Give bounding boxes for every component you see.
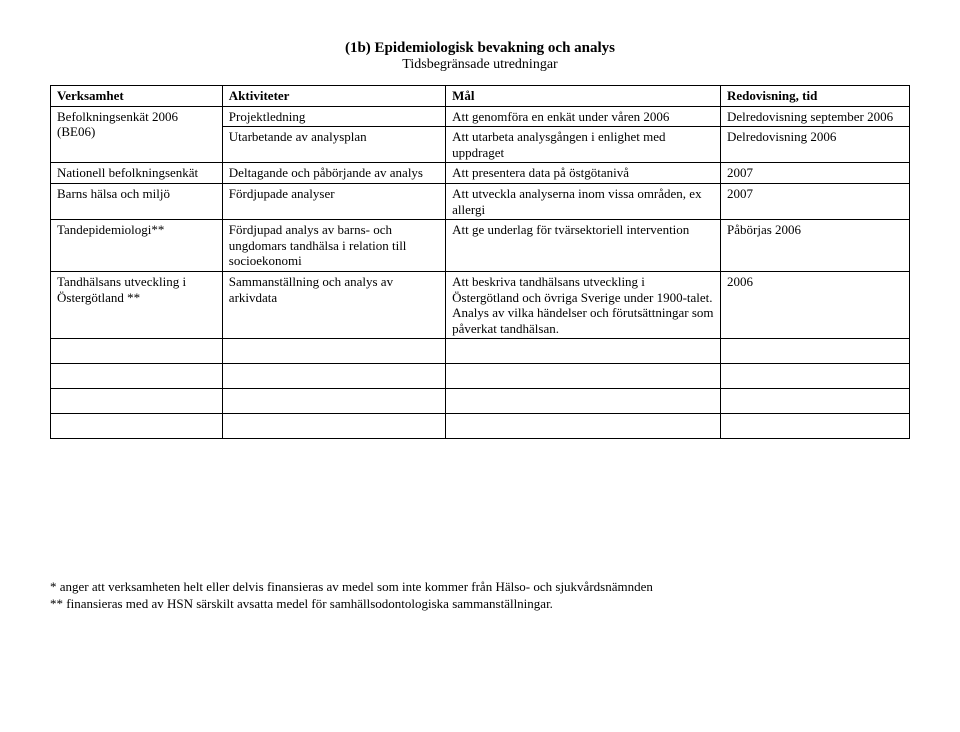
cell-verksamhet: Tandhälsans utveckling i Östergötland **: [51, 271, 223, 338]
cell-aktiviteter: Projektledning: [222, 106, 445, 127]
main-table: Verksamhet Aktiviteter Mål Redovisning, …: [50, 85, 910, 439]
table-row: Barns hälsa och miljö Fördjupade analyse…: [51, 183, 910, 219]
cell-mal: Att utarbeta analysgången i enlighet med…: [446, 127, 721, 163]
cell-redovisning: 2006: [721, 271, 910, 338]
cell-blank: [51, 414, 223, 439]
cell-blank: [222, 339, 445, 364]
cell-blank: [51, 339, 223, 364]
table-row: Tandhälsans utveckling i Östergötland **…: [51, 271, 910, 338]
cell-blank: [721, 414, 910, 439]
table-row: Befolkningsenkät 2006 (BE06) Projektledn…: [51, 106, 910, 127]
cell-blank: [721, 339, 910, 364]
cell-redovisning: 2007: [721, 163, 910, 184]
table-row: Tandepidemiologi** Fördjupad analys av b…: [51, 220, 910, 272]
table-row: Nationell befolkningsenkät Deltagande oc…: [51, 163, 910, 184]
cell-verksamhet: Tandepidemiologi**: [51, 220, 223, 272]
cell-redovisning: Delredovisning september 2006: [721, 106, 910, 127]
cell-blank: [446, 389, 721, 414]
page-title: (1b) Epidemiologisk bevakning och analys: [50, 40, 910, 57]
footnote-line-2: ** finansieras med av HSN särskilt avsat…: [50, 596, 910, 613]
cell-verksamhet: Befolkningsenkät 2006 (BE06): [51, 106, 223, 163]
cell-aktiviteter: Utarbetande av analysplan: [222, 127, 445, 163]
cell-blank: [51, 364, 223, 389]
cell-mal: Att ge underlag för tvärsektoriell inter…: [446, 220, 721, 272]
cell-mal: Att genomföra en enkät under våren 2006: [446, 106, 721, 127]
table-row-blank: [51, 364, 910, 389]
footnotes: * anger att verksamheten helt eller delv…: [50, 579, 910, 613]
table-row-blank: [51, 414, 910, 439]
table-header-row: Verksamhet Aktiviteter Mål Redovisning, …: [51, 86, 910, 107]
cell-aktiviteter: Deltagande och påbörjande av analys: [222, 163, 445, 184]
footnote-line-1: * anger att verksamheten helt eller delv…: [50, 579, 910, 596]
cell-blank: [446, 414, 721, 439]
col-header-aktiviteter: Aktiviteter: [222, 86, 445, 107]
cell-aktiviteter: Fördjupade analyser: [222, 183, 445, 219]
cell-aktiviteter: Sammanställning och analys av arkivdata: [222, 271, 445, 338]
page-subtitle: Tidsbegränsade utredningar: [50, 57, 910, 73]
cell-redovisning: Påbörjas 2006: [721, 220, 910, 272]
cell-mal: Att utveckla analyserna inom vissa områd…: [446, 183, 721, 219]
col-header-redovisning: Redovisning, tid: [721, 86, 910, 107]
cell-blank: [222, 414, 445, 439]
cell-mal: Att beskriva tandhälsans utveckling i Ös…: [446, 271, 721, 338]
cell-blank: [446, 364, 721, 389]
table-row-blank: [51, 389, 910, 414]
cell-blank: [446, 339, 721, 364]
title-block: (1b) Epidemiologisk bevakning och analys…: [50, 40, 910, 73]
cell-blank: [51, 389, 223, 414]
cell-verksamhet: Barns hälsa och miljö: [51, 183, 223, 219]
cell-redovisning: Delredovisning 2006: [721, 127, 910, 163]
cell-blank: [721, 364, 910, 389]
cell-blank: [721, 389, 910, 414]
col-header-verksamhet: Verksamhet: [51, 86, 223, 107]
col-header-mal: Mål: [446, 86, 721, 107]
cell-mal: Att presentera data på östgötanivå: [446, 163, 721, 184]
table-row-blank: [51, 339, 910, 364]
cell-blank: [222, 389, 445, 414]
cell-verksamhet: Nationell befolkningsenkät: [51, 163, 223, 184]
cell-redovisning: 2007: [721, 183, 910, 219]
cell-aktiviteter: Fördjupad analys av barns- och ungdomars…: [222, 220, 445, 272]
cell-blank: [222, 364, 445, 389]
